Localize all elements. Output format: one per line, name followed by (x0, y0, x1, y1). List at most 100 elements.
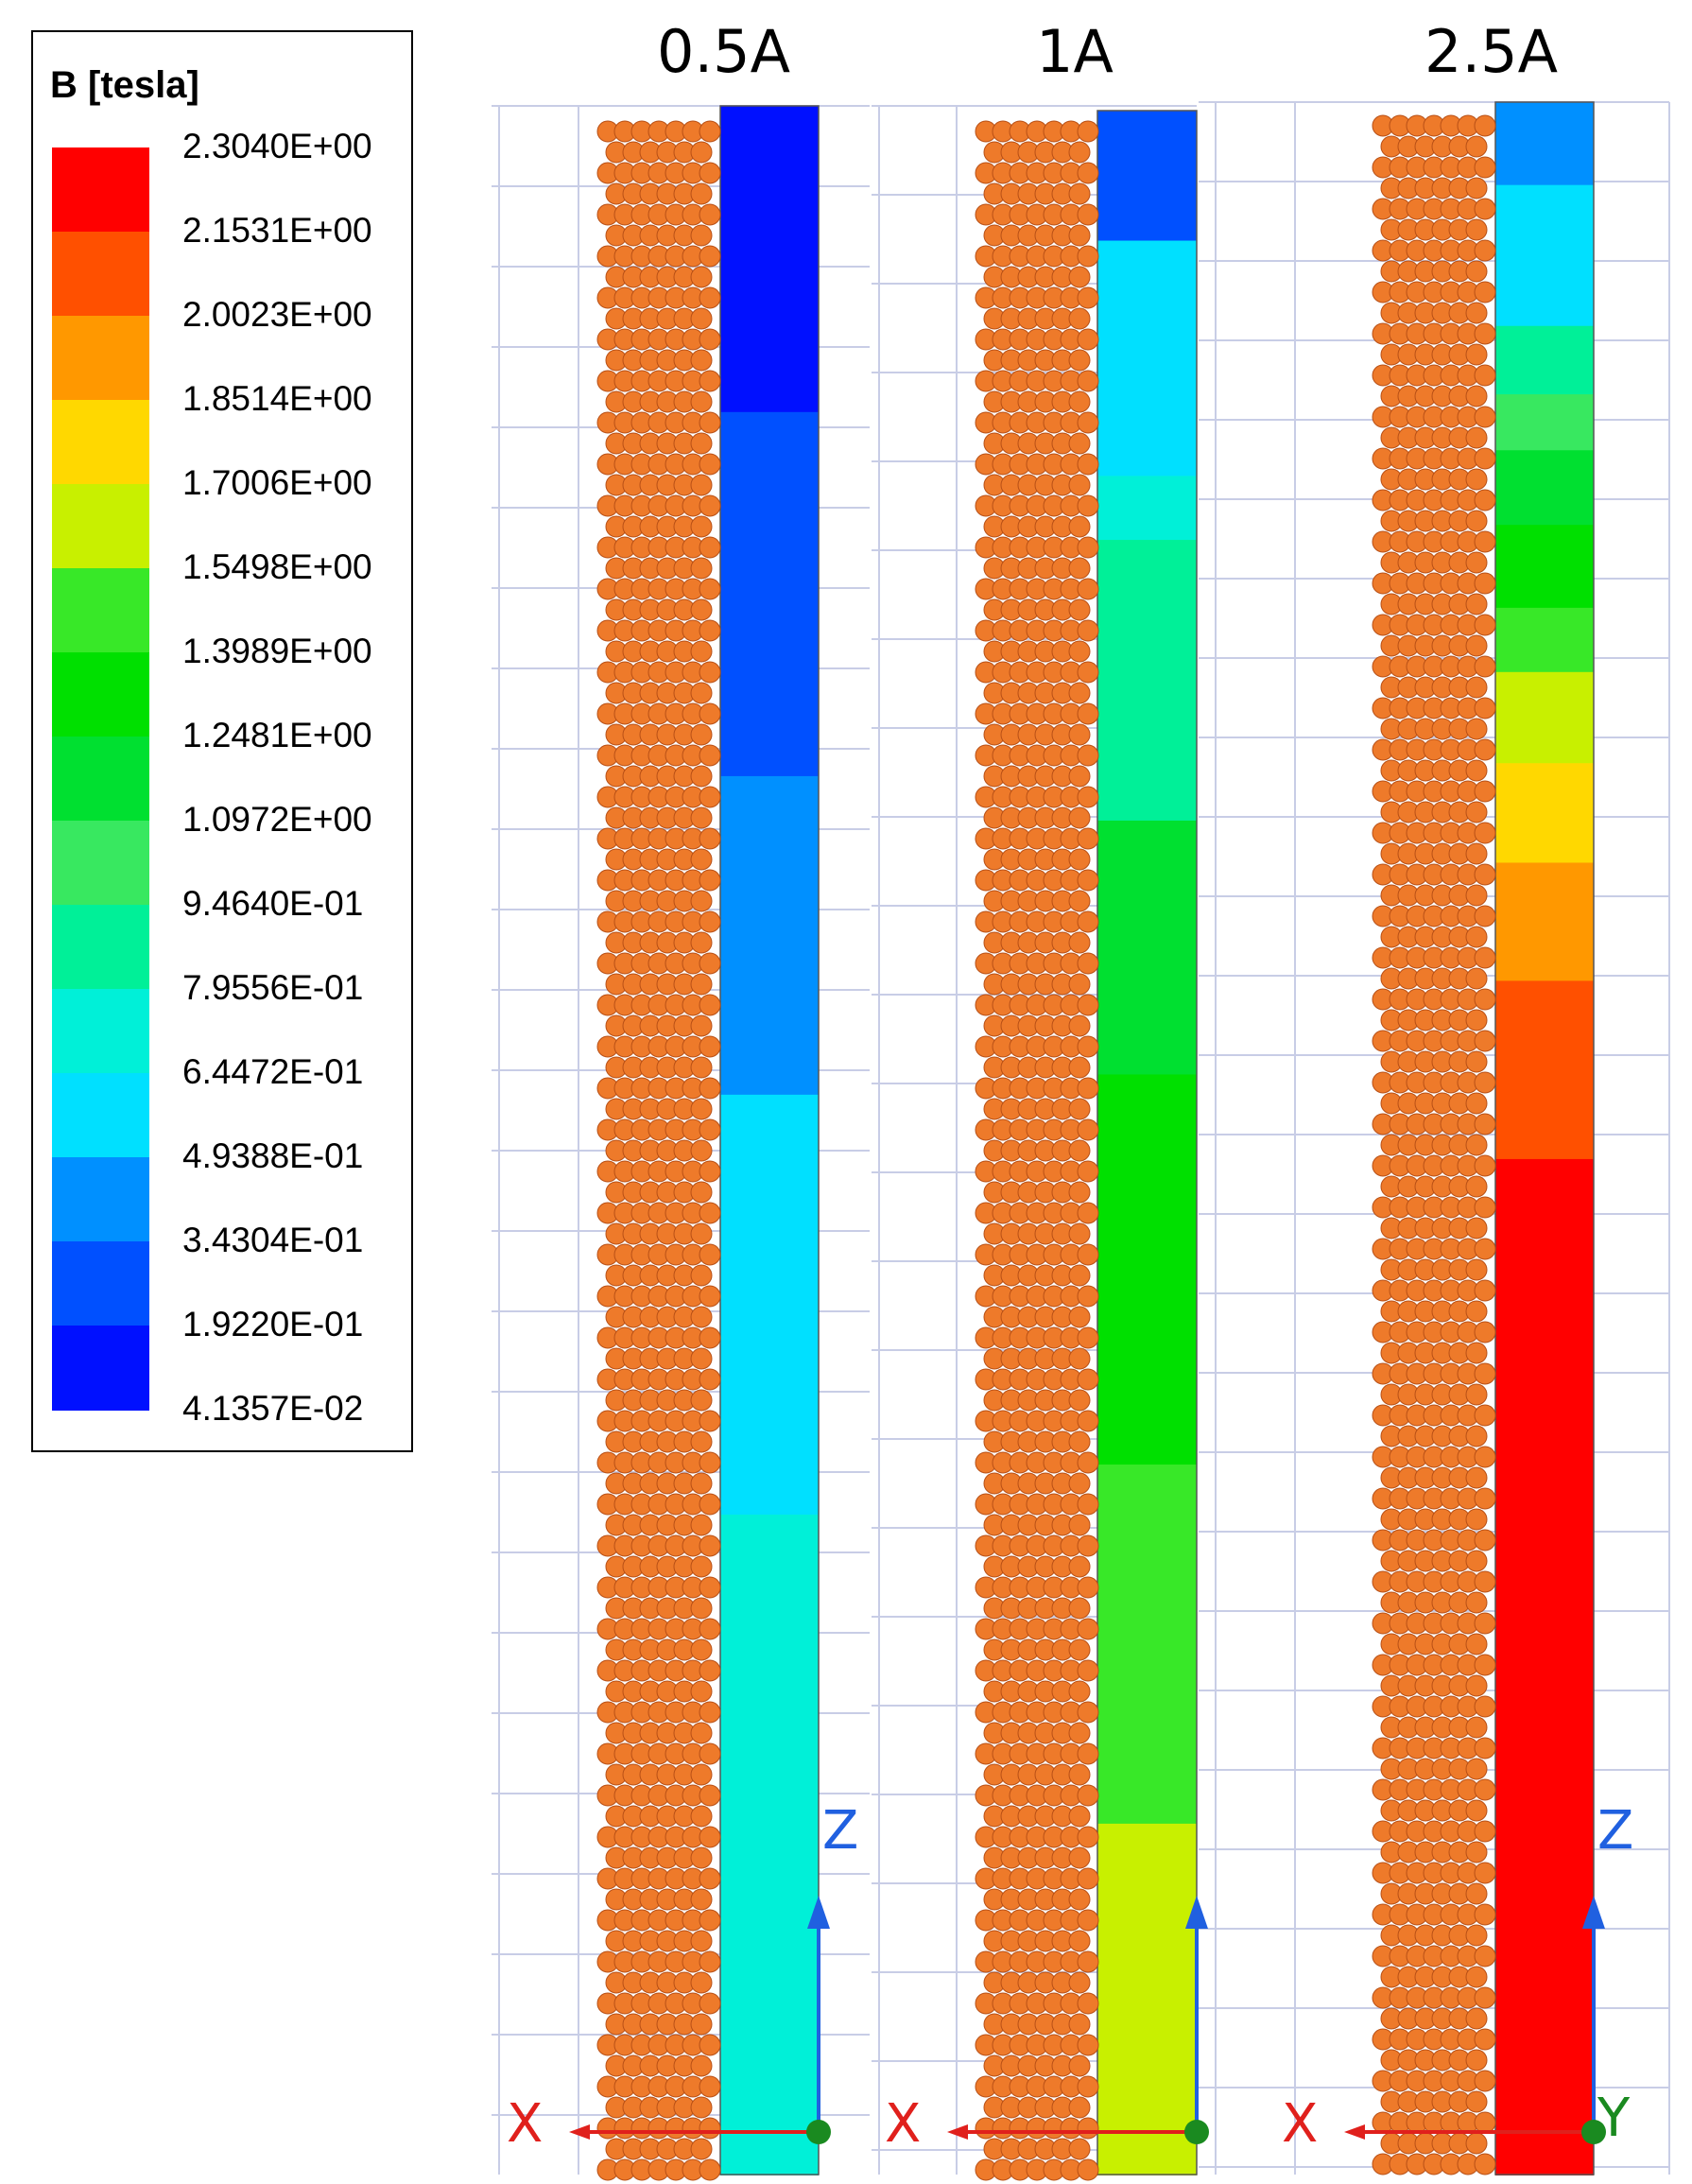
legend-swatch-0 (52, 147, 149, 233)
coil-turn (690, 848, 713, 871)
coil-turn (1077, 1701, 1099, 1724)
coil-turn (699, 744, 721, 767)
coil-turn (1465, 1550, 1488, 1572)
coil-turn (699, 1285, 721, 1308)
coil-turn (690, 1347, 713, 1370)
legend-label-9: 9.4640E-01 (182, 884, 364, 923)
panel-title-2.5A: 2.5A (1424, 17, 1559, 86)
x-axis-label: X (1282, 2093, 1318, 2155)
field-band-10 (1495, 980, 1594, 1160)
coil-turn (1474, 572, 1496, 595)
field-band-11 (1495, 1158, 1594, 2175)
coil-turn (1465, 135, 1488, 158)
coil-turn (1465, 1508, 1488, 1531)
coil-turn (1465, 1466, 1488, 1489)
coil-turn (1474, 1071, 1496, 1094)
coil-turn (1474, 614, 1496, 636)
coil-turn (1465, 1882, 1488, 1905)
coil-turn (1077, 1659, 1099, 1682)
coil-turn (699, 1326, 721, 1349)
coil-turn (690, 1930, 713, 1952)
coil-turn (699, 1950, 721, 1973)
field-band-4 (1495, 450, 1594, 527)
coil-turn (1465, 2132, 1488, 2155)
coil-turn (1068, 349, 1091, 372)
coil-turn (1077, 1493, 1099, 1516)
coil-turn (690, 1555, 713, 1578)
coil-turn (699, 328, 721, 351)
coil-turn (1068, 1056, 1091, 1079)
field-band-7 (1097, 1823, 1197, 2175)
coil-turn (1068, 1014, 1091, 1037)
coil-turn (1077, 1451, 1099, 1474)
field-band-4 (720, 1515, 819, 2175)
coil-turn (1465, 1175, 1488, 1198)
coil-turn (699, 1742, 721, 1765)
coil-turn (1474, 1654, 1496, 1676)
coil-turn (1474, 1446, 1496, 1468)
coil-turn (1077, 744, 1099, 767)
coil-turn (1077, 1160, 1099, 1183)
legend-swatch-13 (52, 1241, 149, 1326)
field-band-3 (1097, 540, 1197, 822)
coil-turn (699, 786, 721, 808)
coil-turn (690, 349, 713, 372)
coil-turn (690, 1722, 713, 1744)
coil-turn (699, 1410, 721, 1432)
coil-turn (1077, 1784, 1099, 1807)
panel-title-0.5A: 0.5A (657, 17, 791, 86)
coil-turn (1077, 1243, 1099, 1266)
coil-turn (1465, 302, 1488, 324)
coil-turn (1077, 2075, 1099, 2098)
coil-turn (1068, 515, 1091, 538)
coil-turn (1465, 1924, 1488, 1947)
coil-turn (1465, 1425, 1488, 1447)
panel-2.5A: X Z Y (1282, 101, 1633, 2175)
panel-1A: X (885, 110, 1209, 2181)
coil-turn (699, 1035, 721, 1058)
z-axis-arrow-icon (1185, 1896, 1208, 1929)
legend-swatch-1 (52, 232, 149, 317)
coil-turn (1068, 1638, 1091, 1661)
coil-turn (1474, 489, 1496, 511)
field-band-1 (1495, 184, 1594, 327)
coil-turn (1465, 634, 1488, 657)
coil-turn (1068, 1514, 1091, 1536)
coil-turn (1068, 266, 1091, 288)
coil-turn (1465, 2090, 1488, 2113)
coil-turn (1068, 931, 1091, 954)
coil-turn (1077, 411, 1099, 434)
coil-turn (1068, 1222, 1091, 1245)
coil-turn (699, 1534, 721, 1557)
coil-turn (690, 765, 713, 788)
coil-turn (1465, 676, 1488, 699)
coil-turn (1474, 114, 1496, 137)
coil-turn (1465, 1009, 1488, 1031)
coil-turn (1068, 598, 1091, 621)
field-band-8 (1495, 763, 1594, 864)
coil-turn (1068, 765, 1091, 788)
coil-turn (1474, 1030, 1496, 1052)
coil-turn (699, 1451, 721, 1474)
coil-turn (1068, 682, 1091, 704)
coil-turn (1465, 593, 1488, 615)
coil-turn (1068, 182, 1091, 205)
field-band-2 (720, 775, 819, 1096)
coil-turn (1068, 1347, 1091, 1370)
coil-turn (690, 1181, 713, 1204)
coil-turn (1077, 1826, 1099, 1848)
field-band-3 (720, 1094, 819, 1517)
coil-turn (1068, 2138, 1091, 2160)
field-band-2 (1097, 476, 1197, 542)
coil-turn (1474, 822, 1496, 844)
axis-origin-marker (1581, 2120, 1606, 2144)
coil-turn (699, 1701, 721, 1724)
z-axis-arrow-icon (807, 1896, 830, 1929)
coil-turn (1465, 551, 1488, 574)
coil-turn (1474, 406, 1496, 428)
legend-swatch-12 (52, 1157, 149, 1242)
legend-swatch-6 (52, 652, 149, 737)
coil-turn (690, 307, 713, 330)
coil-turn (1077, 1118, 1099, 1141)
coil-turn (1077, 1950, 1099, 1973)
